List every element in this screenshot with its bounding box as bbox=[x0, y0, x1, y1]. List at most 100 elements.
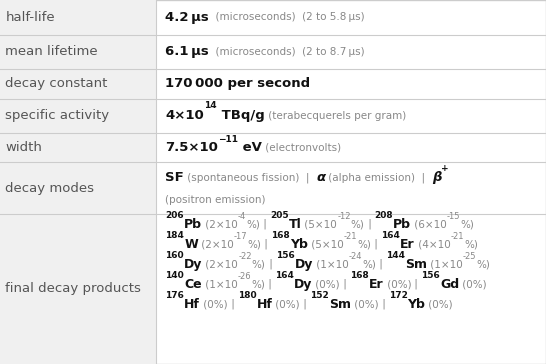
Text: 168: 168 bbox=[271, 231, 290, 240]
Text: -15: -15 bbox=[447, 212, 461, 221]
Text: %): %) bbox=[251, 279, 265, 289]
Text: (4×10: (4×10 bbox=[415, 239, 450, 249]
Text: final decay products: final decay products bbox=[5, 282, 141, 296]
Text: Tl: Tl bbox=[289, 218, 301, 231]
Text: %): %) bbox=[247, 239, 262, 249]
Text: (alpha emission)  |: (alpha emission) | bbox=[325, 173, 432, 183]
Text: 4×10: 4×10 bbox=[165, 109, 204, 122]
Text: |: | bbox=[260, 219, 270, 229]
Text: (1×10: (1×10 bbox=[202, 279, 238, 289]
Text: 144: 144 bbox=[386, 251, 405, 260]
Text: (5×10: (5×10 bbox=[301, 219, 337, 229]
Text: %): %) bbox=[476, 259, 490, 269]
Text: (0%): (0%) bbox=[383, 279, 411, 289]
Text: %): %) bbox=[246, 219, 260, 229]
Text: 168: 168 bbox=[350, 271, 369, 280]
Bar bbox=[0, 0, 156, 35]
Text: |: | bbox=[340, 279, 350, 289]
Text: −11: −11 bbox=[218, 135, 238, 143]
Text: -17: -17 bbox=[234, 232, 247, 241]
Text: (2×10: (2×10 bbox=[202, 219, 238, 229]
Text: β: β bbox=[432, 171, 441, 185]
Text: %): %) bbox=[252, 259, 265, 269]
Text: (0%): (0%) bbox=[425, 299, 453, 309]
Text: |: | bbox=[371, 239, 381, 249]
Text: 164: 164 bbox=[275, 271, 294, 280]
Text: TBq/g: TBq/g bbox=[217, 109, 265, 122]
Text: Dy: Dy bbox=[184, 258, 203, 271]
Text: decay constant: decay constant bbox=[5, 78, 108, 90]
Text: |: | bbox=[265, 259, 276, 269]
Text: Dy: Dy bbox=[294, 258, 313, 271]
Text: half-life: half-life bbox=[5, 11, 55, 24]
Bar bbox=[0, 162, 156, 214]
Text: 172: 172 bbox=[389, 291, 407, 300]
Text: Sm: Sm bbox=[405, 258, 427, 271]
Text: 6.1 μs: 6.1 μs bbox=[165, 46, 209, 59]
Text: 156: 156 bbox=[276, 251, 294, 260]
Text: Er: Er bbox=[400, 238, 415, 251]
Text: -25: -25 bbox=[463, 252, 476, 261]
Text: %): %) bbox=[357, 239, 371, 249]
Text: %): %) bbox=[461, 219, 474, 229]
Text: -24: -24 bbox=[348, 252, 362, 261]
Text: Er: Er bbox=[369, 278, 383, 291]
Text: 208: 208 bbox=[375, 211, 393, 220]
Text: Hf: Hf bbox=[185, 298, 200, 311]
Text: -4: -4 bbox=[238, 212, 246, 221]
Bar bbox=[0, 214, 156, 364]
Text: |: | bbox=[228, 299, 238, 309]
Text: 164: 164 bbox=[381, 231, 400, 240]
Text: 205: 205 bbox=[270, 211, 289, 220]
Text: %): %) bbox=[464, 239, 478, 249]
Text: Dy: Dy bbox=[294, 278, 312, 291]
Text: (1×10: (1×10 bbox=[427, 259, 463, 269]
Text: 14: 14 bbox=[204, 101, 217, 110]
Text: Yb: Yb bbox=[290, 238, 308, 251]
Text: 176: 176 bbox=[165, 291, 185, 300]
Text: (terabecquerels per gram): (terabecquerels per gram) bbox=[265, 111, 406, 121]
Text: decay modes: decay modes bbox=[5, 182, 94, 195]
Text: Ce: Ce bbox=[184, 278, 202, 291]
Text: α: α bbox=[316, 171, 325, 185]
Text: (0%): (0%) bbox=[351, 299, 378, 309]
Text: SF: SF bbox=[165, 171, 184, 185]
Text: 170 000 per second: 170 000 per second bbox=[165, 78, 311, 90]
Text: (electronvolts): (electronvolts) bbox=[262, 143, 341, 153]
Text: Pb: Pb bbox=[184, 218, 202, 231]
Text: -26: -26 bbox=[238, 272, 251, 281]
Text: W: W bbox=[185, 238, 198, 251]
Text: (6×10: (6×10 bbox=[411, 219, 447, 229]
Text: (0%): (0%) bbox=[272, 299, 300, 309]
Text: -21: -21 bbox=[450, 232, 464, 241]
Text: 160: 160 bbox=[165, 251, 184, 260]
Text: width: width bbox=[5, 141, 43, 154]
Bar bbox=[0, 133, 156, 162]
Text: mean lifetime: mean lifetime bbox=[5, 46, 98, 59]
Text: (2×10: (2×10 bbox=[198, 239, 234, 249]
Text: (spontaneous fission)  |: (spontaneous fission) | bbox=[184, 173, 316, 183]
Text: (0%): (0%) bbox=[312, 279, 340, 289]
Text: |: | bbox=[262, 239, 271, 249]
Text: (microseconds)  (2 to 5.8 μs): (microseconds) (2 to 5.8 μs) bbox=[209, 12, 365, 22]
Text: Pb: Pb bbox=[393, 218, 411, 231]
Text: Sm: Sm bbox=[329, 298, 351, 311]
Text: -21: -21 bbox=[344, 232, 357, 241]
Text: 156: 156 bbox=[422, 271, 440, 280]
Text: 206: 206 bbox=[165, 211, 184, 220]
Text: %): %) bbox=[351, 219, 365, 229]
Text: (positron emission): (positron emission) bbox=[165, 194, 266, 205]
Text: Hf: Hf bbox=[257, 298, 272, 311]
Text: specific activity: specific activity bbox=[5, 109, 110, 122]
Text: Yb: Yb bbox=[407, 298, 425, 311]
Text: -22: -22 bbox=[238, 252, 252, 261]
Bar bbox=[0, 35, 156, 69]
Text: (2×10: (2×10 bbox=[203, 259, 238, 269]
Text: (1×10: (1×10 bbox=[313, 259, 348, 269]
Text: |: | bbox=[365, 219, 375, 229]
Text: |: | bbox=[411, 279, 422, 289]
Bar bbox=[0, 69, 156, 99]
Text: |: | bbox=[378, 299, 389, 309]
Text: +: + bbox=[441, 164, 449, 173]
Text: (5×10: (5×10 bbox=[308, 239, 344, 249]
